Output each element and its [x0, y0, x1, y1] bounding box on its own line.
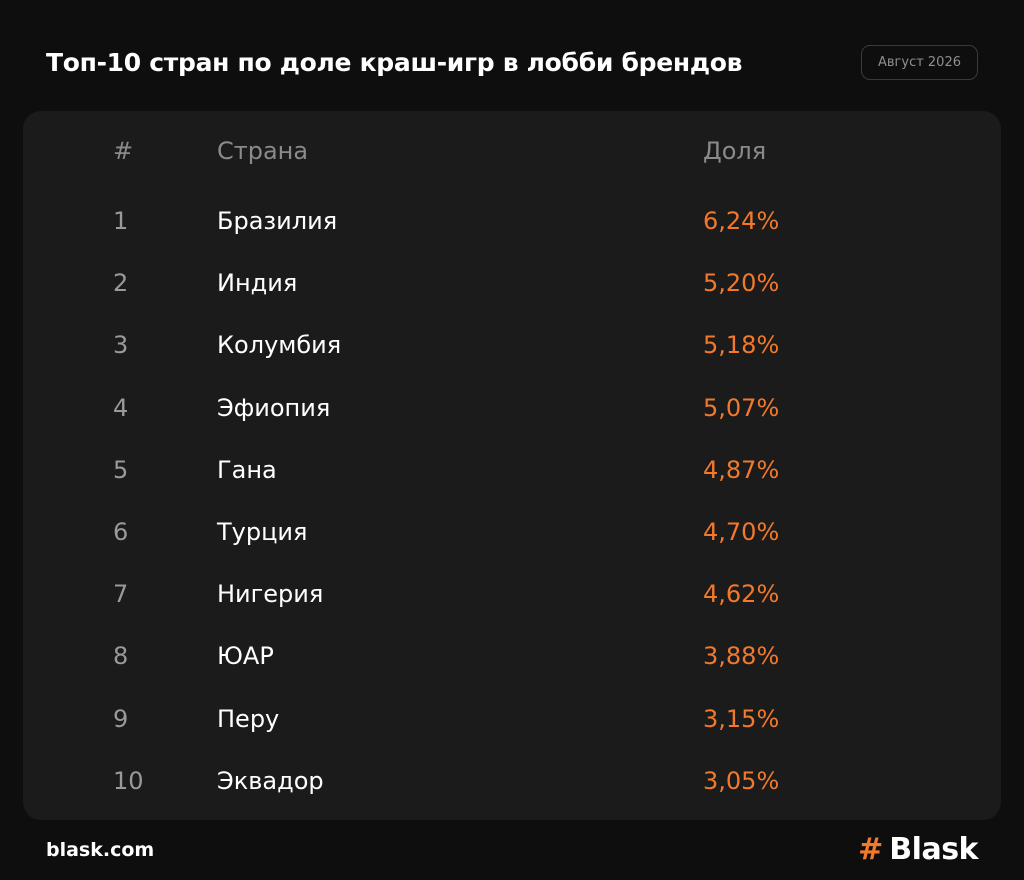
- rank-cell: 5: [113, 456, 129, 484]
- rank-cell: 8: [113, 642, 129, 670]
- share-cell: 5,18%: [703, 331, 780, 359]
- share-cell: 5,07%: [703, 394, 780, 422]
- country-cell: Бразилия: [217, 207, 338, 235]
- country-cell: Эквадор: [217, 767, 324, 795]
- share-cell: 6,24%: [703, 207, 780, 235]
- country-cell: Индия: [217, 269, 298, 297]
- rank-cell: 6: [113, 518, 129, 546]
- country-cell: Турция: [217, 518, 308, 546]
- share-cell: 4,87%: [703, 456, 780, 484]
- brand-name: Blask: [889, 832, 978, 867]
- country-cell: ЮАР: [217, 642, 274, 670]
- rank-cell: 2: [113, 269, 129, 297]
- country-cell: Нигерия: [217, 580, 324, 608]
- ranking-table: # Страна Доля 1 Бразилия 6,24% 2 Индия 5,20% 3…: [23, 111, 1001, 820]
- page-title: Топ-10 стран по доле краш-игр в лобби бр…: [46, 48, 743, 77]
- share-cell: 4,62%: [703, 580, 780, 608]
- country-cell: Гана: [217, 456, 277, 484]
- period-badge: Август 2026: [861, 45, 978, 80]
- hash-icon: #: [858, 832, 884, 867]
- footer-url: blask.com: [46, 839, 155, 861]
- share-cell: 3,05%: [703, 767, 780, 795]
- country-cell: Перу: [217, 705, 280, 733]
- column-header-country: Страна: [217, 137, 309, 165]
- brand-logo: # Blask: [858, 833, 978, 867]
- share-cell: 5,20%: [703, 269, 780, 297]
- rank-cell: 1: [113, 207, 129, 235]
- country-cell: Колумбия: [217, 331, 342, 359]
- column-header-share: Доля: [703, 137, 767, 165]
- rank-cell: 9: [113, 705, 129, 733]
- rank-cell: 7: [113, 580, 129, 608]
- share-cell: 4,70%: [703, 518, 780, 546]
- country-cell: Эфиопия: [217, 394, 331, 422]
- share-cell: 3,88%: [703, 642, 780, 670]
- rank-cell: 4: [113, 394, 129, 422]
- share-cell: 3,15%: [703, 705, 780, 733]
- column-header-rank: #: [113, 137, 134, 165]
- rank-cell: 3: [113, 331, 129, 359]
- rank-cell: 10: [113, 767, 144, 795]
